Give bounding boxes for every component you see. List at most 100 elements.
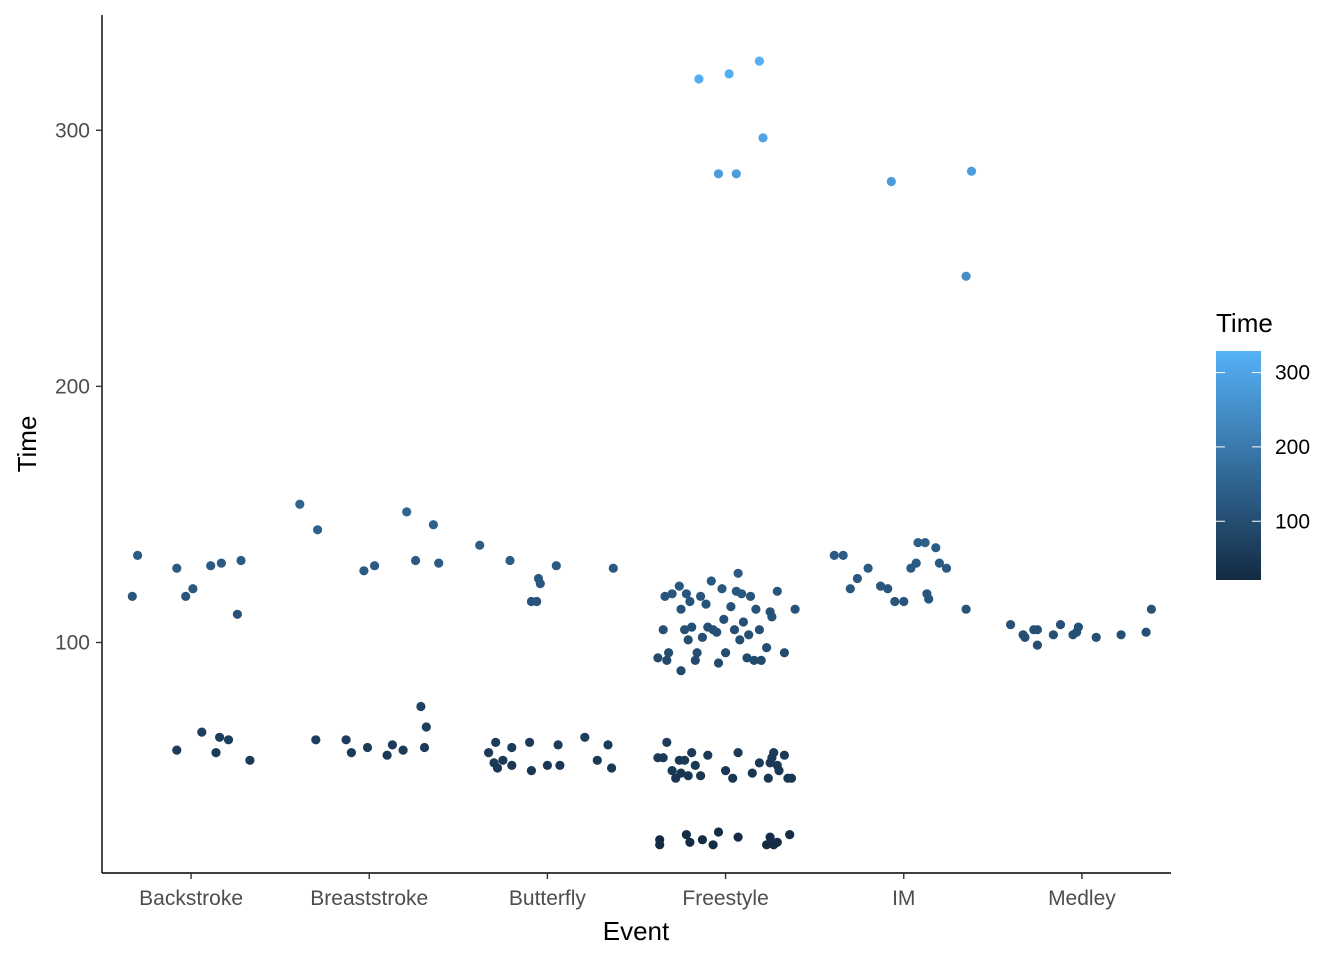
data-point [236,555,246,566]
data-point [706,576,716,586]
data-point [676,666,686,676]
data-point [188,584,198,594]
x-tick-label: Backstroke [139,887,243,910]
data-point [845,584,855,594]
data-point [607,763,617,773]
data-point [662,655,672,666]
data-point [492,763,503,773]
data-point [754,625,765,635]
data-point [421,722,431,732]
data-point [1055,620,1066,630]
data-point [667,589,677,599]
data-point [608,563,618,573]
data-point [683,635,693,645]
data-point [697,632,708,643]
data-point [660,591,670,602]
data-point [1141,627,1151,637]
data-point [961,271,971,281]
data-point [434,558,444,568]
data-point [223,735,234,745]
x-axis-title: Event [603,916,670,946]
x-tick-label: Breaststroke [310,887,428,910]
data-point [838,550,848,561]
data-point [772,837,782,847]
data-point [694,74,704,84]
x-tick-label: Medley [1048,887,1116,910]
data-point [346,748,356,758]
data-point [941,563,952,573]
data-point [662,737,672,748]
data-point [341,735,351,745]
data-point [1020,632,1030,643]
data-point [475,540,485,550]
data-point [580,732,590,742]
data-point [172,563,182,573]
data-point [774,766,784,776]
data-point [535,579,545,589]
data-point [763,773,773,783]
data-point [428,520,438,530]
data-point [1146,604,1156,614]
data-point [532,596,542,607]
legend-tick-label: 100 [1275,510,1310,533]
data-point [667,766,677,776]
data-point [655,835,665,845]
data-point [745,591,756,602]
data-point [749,655,759,666]
data-point [311,735,321,745]
data-point [934,558,945,568]
data-point [127,591,137,602]
data-point [498,755,508,765]
data-point [370,561,380,571]
data-point [829,550,839,561]
data-point [692,648,702,658]
data-point [769,748,779,758]
data-point [216,558,226,568]
data-point [742,653,752,663]
data-point [685,596,695,607]
data-point [913,538,923,548]
data-point [419,742,430,753]
data-point [721,648,731,658]
data-point [603,740,613,750]
data-point [526,766,537,776]
data-point [507,742,517,753]
data-point [676,768,686,778]
data-point [890,596,900,607]
data-point [701,599,711,609]
data-point [359,566,369,576]
data-point [765,832,775,842]
points-layer [127,56,1156,850]
data-point [245,755,255,765]
y-tick-label: 100 [55,631,90,654]
data-point [362,742,373,753]
data-point [756,655,766,666]
data-point [696,591,706,602]
x-tick-label: IM [892,887,915,910]
data-point [790,604,800,614]
data-point [685,837,695,847]
data-point [703,750,713,760]
data-point [172,745,182,755]
data-point [681,830,692,840]
data-point [920,538,930,548]
data-point [674,581,684,591]
y-tick-label: 300 [55,119,90,142]
data-point [886,176,896,187]
data-point [484,748,494,758]
y-axis-ticks: 100 200 300 [55,119,102,654]
legend-colorbar [1216,351,1261,580]
data-point [1048,630,1058,640]
data-point [876,581,886,591]
data-point [712,627,722,637]
data-point [696,771,706,781]
x-tick-label: Butterfly [509,887,587,910]
data-point [785,830,795,840]
y-axis-title: Time [12,416,42,473]
data-point [197,727,207,737]
data-point [1032,640,1042,650]
data-point [697,835,708,845]
data-point [551,561,561,571]
data-point [762,643,772,653]
data-point [1091,632,1101,643]
